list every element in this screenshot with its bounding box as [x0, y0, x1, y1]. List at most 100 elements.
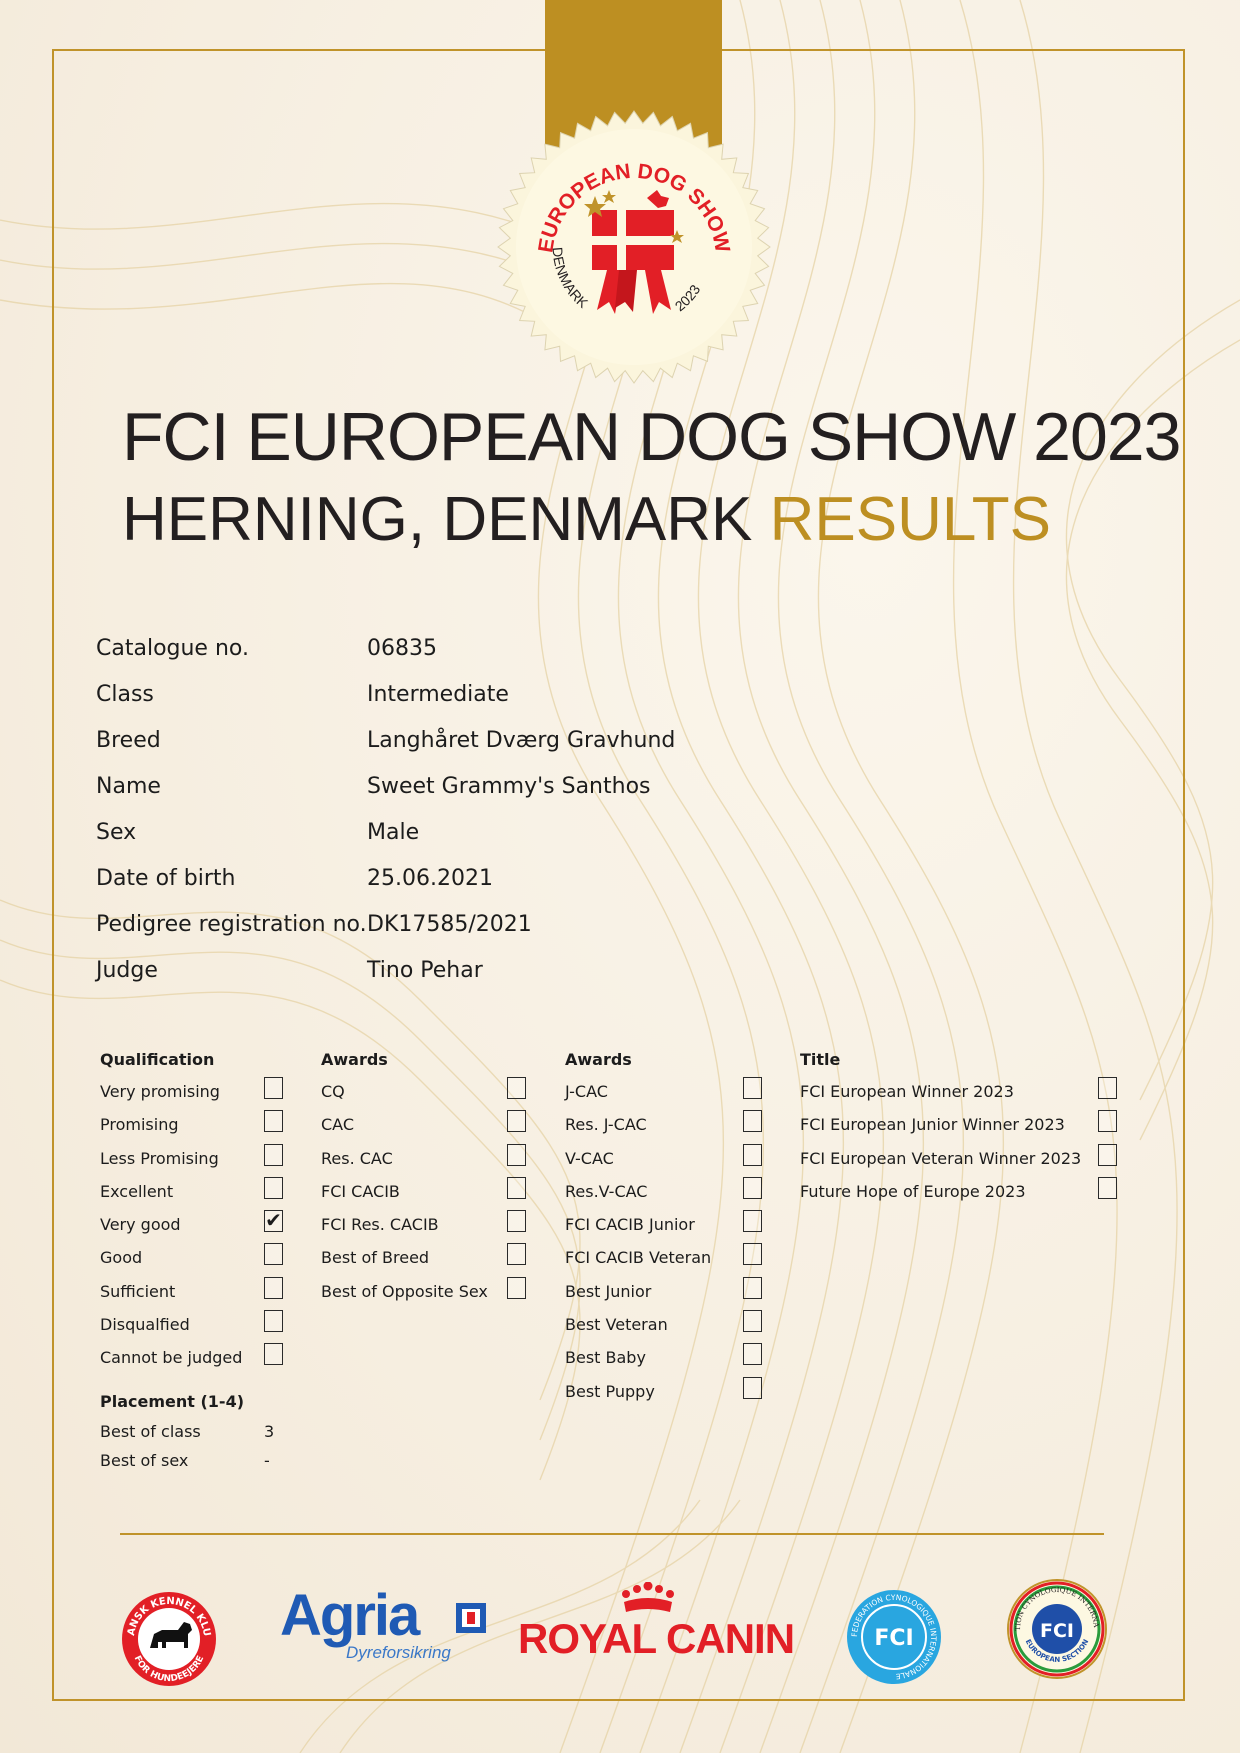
- fci-abbr: FCI: [874, 1626, 913, 1651]
- checkbox[interactable]: [1098, 1143, 1117, 1166]
- fci-logo: FEDERATION CYNOLOGIQUE INTERNATIONALE FC…: [847, 1590, 941, 1684]
- checkbox-label: FCI European Veteran Winner 2023: [800, 1148, 1082, 1168]
- checkbox-row: Best Baby: [565, 1343, 775, 1381]
- checkbox-label: Disqualfied: [100, 1315, 190, 1335]
- checkbox[interactable]: [743, 1276, 762, 1299]
- placement-value: -: [264, 1451, 270, 1470]
- checkbox[interactable]: [264, 1243, 283, 1266]
- qualification-column: Qualification Very promising Promising Less…: [100, 1050, 300, 1382]
- checkbox-row: Res.V-CAC: [565, 1176, 775, 1215]
- agria-symbol-icon: [456, 1603, 486, 1633]
- fci-european-section-logo: FEDERATION CYNOLOGIQUE INTERNATIONALE FC…: [1006, 1578, 1107, 1679]
- placement-row: Best of class 3: [100, 1422, 274, 1451]
- detail-value: Intermediate: [367, 682, 509, 707]
- checkbox-label: FCI CACIB Junior: [565, 1215, 695, 1235]
- checkbox[interactable]: [743, 1343, 762, 1366]
- footer-divider: [120, 1533, 1104, 1535]
- checkbox-label: Promising: [100, 1115, 179, 1135]
- agria-logo: Agria Dyreforsikring: [280, 1582, 486, 1663]
- detail-label: Name: [96, 774, 161, 799]
- detail-label: Date of birth: [96, 866, 236, 891]
- checkbox[interactable]: [264, 1176, 283, 1199]
- checkbox-row: Best Junior: [565, 1276, 775, 1315]
- checkbox-row: Best of Opposite Sex: [321, 1276, 541, 1315]
- checkbox-row: CAC: [321, 1110, 541, 1148]
- agria-tagline: Dyreforsikring: [346, 1643, 451, 1662]
- checkbox[interactable]: [507, 1176, 526, 1199]
- detail-label: Class: [96, 682, 154, 707]
- dog-flag-icon: [584, 190, 684, 314]
- checkbox-row: FCI European Veteran Winner 2023: [800, 1143, 1130, 1182]
- checkbox-checked[interactable]: ✔: [264, 1210, 283, 1233]
- detail-label: Pedigree registration no.: [96, 912, 367, 937]
- checkbox-label: Res. J-CAC: [565, 1115, 647, 1135]
- checkbox[interactable]: [264, 1143, 283, 1166]
- checkbox[interactable]: [264, 1276, 283, 1299]
- checkbox[interactable]: [743, 1243, 762, 1266]
- checkbox-label: Best Veteran: [565, 1315, 668, 1335]
- checkbox[interactable]: [743, 1376, 762, 1399]
- column-heading: Awards: [321, 1050, 388, 1069]
- detail-label: Breed: [96, 728, 161, 753]
- checkbox-row: FCI CACIB Veteran: [565, 1243, 775, 1281]
- checkbox[interactable]: [743, 1143, 762, 1166]
- checkbox[interactable]: [507, 1276, 526, 1299]
- checkbox[interactable]: [264, 1110, 283, 1133]
- checkbox-label: Best of Breed: [321, 1248, 430, 1268]
- column-heading: Title: [800, 1050, 841, 1069]
- checkbox-label: Good: [100, 1248, 143, 1268]
- checkbox[interactable]: [743, 1310, 762, 1333]
- detail-value: Male: [367, 820, 420, 845]
- detail-value: Tino Pehar: [367, 958, 483, 983]
- checkbox-row: Future Hope of Europe 2023: [800, 1176, 1130, 1215]
- checkbox-row: Best Puppy: [565, 1376, 775, 1415]
- column-heading: Qualification: [100, 1050, 215, 1069]
- checkbox[interactable]: [743, 1210, 762, 1233]
- checkbox[interactable]: [743, 1110, 762, 1133]
- subtitle-results: RESULTS: [769, 485, 1051, 554]
- checkbox-label: Excellent: [100, 1181, 174, 1201]
- checkbox-label: FCI Res. CACIB: [321, 1215, 439, 1235]
- placement-heading: Placement (1-4): [100, 1392, 245, 1411]
- page-title: FCI EUROPEAN DOG SHOW 2023: [122, 399, 1181, 475]
- checkbox[interactable]: [743, 1077, 762, 1099]
- checkbox-row: V-CAC: [565, 1143, 775, 1182]
- checkbox-label: Future Hope of Europe 2023: [800, 1181, 1026, 1201]
- placement-section: Placement (1-4) Best of class 3 Best of s…: [100, 1392, 274, 1480]
- checkbox[interactable]: [507, 1077, 526, 1099]
- checkbox[interactable]: [264, 1343, 283, 1366]
- checkbox[interactable]: [507, 1210, 526, 1233]
- awards-column: Awards CQ CAC Res. CAC FCI CACIB FCI Res. CAC…: [321, 1050, 541, 1315]
- checkbox[interactable]: [743, 1176, 762, 1199]
- checkbox-label: Res. CAC: [321, 1148, 393, 1168]
- checkbox-label: FCI European Junior Winner 2023: [800, 1115, 1065, 1135]
- checkbox-row: Best Veteran: [565, 1310, 775, 1348]
- title-column: Title FCI European Winner 2023 FCI Europea…: [800, 1050, 1130, 1215]
- checkbox[interactable]: [1098, 1110, 1117, 1133]
- checkbox[interactable]: [1098, 1077, 1117, 1099]
- checkbox-label: Sufficient: [100, 1281, 176, 1301]
- checkbox[interactable]: [507, 1243, 526, 1266]
- checkbox-row: Very promising: [100, 1077, 300, 1115]
- checkbox[interactable]: [264, 1077, 283, 1099]
- checkbox-label: Very good: [100, 1215, 181, 1235]
- checkbox-label: J-CAC: [565, 1082, 608, 1101]
- checkbox-label: Best of Opposite Sex: [321, 1281, 488, 1301]
- checkbox-label: Very promising: [100, 1082, 220, 1101]
- checkbox[interactable]: [1098, 1176, 1117, 1199]
- checkbox-label: Best Junior: [565, 1281, 652, 1301]
- checkbox-row: FCI European Junior Winner 2023: [800, 1110, 1130, 1148]
- detail-value: Langhåret Dværg Gravhund: [367, 728, 676, 753]
- detail-value: 06835: [367, 636, 437, 661]
- checkbox-row: Res. CAC: [321, 1143, 541, 1182]
- checkbox[interactable]: [507, 1110, 526, 1133]
- detail-value: DK17585/2021: [367, 912, 532, 937]
- detail-label: Catalogue no.: [96, 636, 249, 661]
- placement-label: Best of class: [100, 1422, 201, 1441]
- checkbox-row: CQ: [321, 1077, 541, 1115]
- checkbox-row: Cannot be judged: [100, 1343, 300, 1381]
- checkbox[interactable]: [507, 1143, 526, 1166]
- checkbox[interactable]: [264, 1310, 283, 1333]
